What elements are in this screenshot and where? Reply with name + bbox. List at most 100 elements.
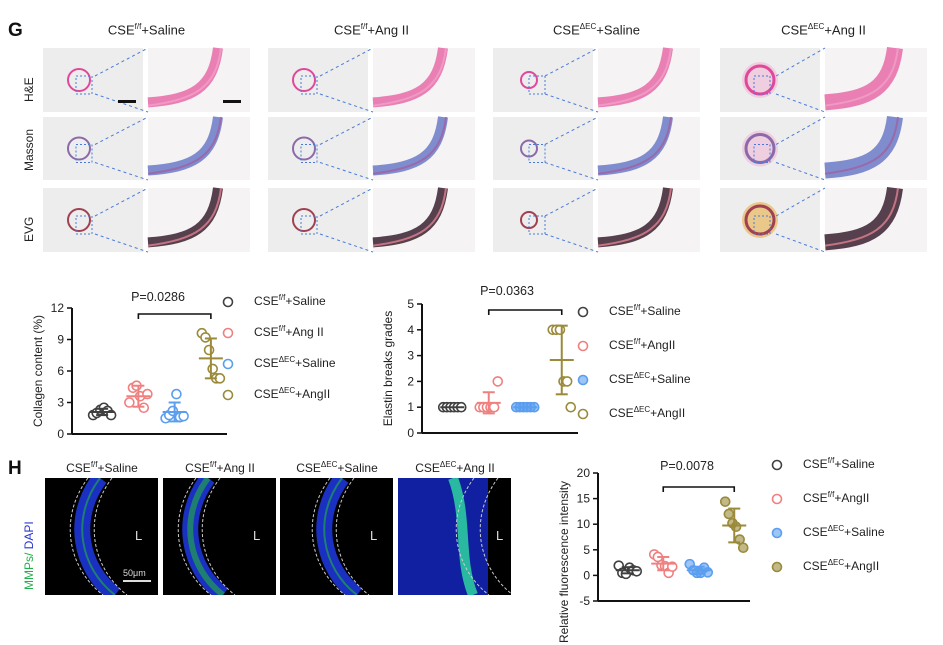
label-rest: +AngII <box>650 406 686 420</box>
label-base: CSE <box>334 22 361 38</box>
label-sup: ΔEC <box>827 558 845 567</box>
label-sup: ΔEC <box>633 371 651 380</box>
data-point <box>631 566 643 577</box>
zoom-line <box>94 47 149 77</box>
legend-marker <box>222 389 234 401</box>
data-point <box>561 376 573 387</box>
label-base: CSE <box>415 461 440 475</box>
legend-label: CSEf/f+Ang II <box>254 324 324 339</box>
label-rest: +Saline <box>844 525 885 539</box>
data-point <box>134 390 146 402</box>
data-point <box>656 559 667 571</box>
vessel-layer <box>372 187 447 247</box>
label-base: CSE <box>609 372 634 386</box>
label-sup: f/f <box>827 490 835 499</box>
data-point <box>481 401 493 413</box>
legend-label: CSEΔEC+Saline <box>254 355 336 370</box>
label-sup: ΔEC <box>807 22 825 31</box>
label-rest: +Saline <box>834 457 875 471</box>
micrograph-pair <box>493 187 700 253</box>
label-base: CSE <box>254 294 279 308</box>
y-tick-label: 5 <box>583 543 590 557</box>
vessel-layer <box>372 47 447 107</box>
micrograph-pair <box>493 116 700 181</box>
data-point <box>547 324 559 336</box>
legend-label: CSEΔEC+AngII <box>609 405 685 420</box>
vessel-layer <box>597 47 672 107</box>
micrograph-pair <box>720 115 927 181</box>
significance-bracket <box>137 313 212 319</box>
zoom-box <box>528 75 546 95</box>
p-value-collagen: P=0.0286 <box>131 290 185 304</box>
zoom-line <box>544 187 599 217</box>
column-title: CSEf/f+Saline <box>43 22 250 37</box>
tissue-boundary <box>311 478 346 595</box>
data-point <box>624 562 635 574</box>
zoom-box <box>528 215 546 235</box>
data-point <box>702 567 714 578</box>
row-label: H&E <box>22 77 36 102</box>
zoom-line <box>94 116 149 145</box>
column-title: CSEΔEC+Saline <box>275 460 399 475</box>
label-rest: +Saline <box>97 461 138 475</box>
data-point <box>719 496 731 507</box>
zoom-box <box>753 215 771 235</box>
label-base: CSE <box>609 406 634 420</box>
y-tick-label: 2 <box>407 374 414 388</box>
data-point <box>528 401 540 413</box>
data-point <box>138 402 150 414</box>
data-point <box>445 401 456 413</box>
vessel-ring <box>67 208 91 232</box>
y-tick-label: 15 <box>577 492 591 506</box>
data-point <box>437 401 449 413</box>
label-rest: +AngII <box>295 387 331 401</box>
label-rest: +Saline <box>650 372 691 386</box>
legend-marker <box>577 306 589 318</box>
vessel-wall <box>824 115 903 179</box>
data-point <box>617 567 628 579</box>
low-mag-image <box>493 48 593 112</box>
data-point <box>620 568 632 580</box>
label-sup: ΔEC <box>320 460 338 469</box>
data-point <box>518 401 529 413</box>
vessel-wall <box>824 186 903 251</box>
significance-bracket <box>487 309 563 315</box>
data-point <box>167 405 179 417</box>
data-point <box>688 564 699 576</box>
fluorescence-image: L 50μm <box>45 478 158 595</box>
label-base: CSE <box>107 22 135 38</box>
zoom-box <box>75 215 93 235</box>
scale-bar <box>123 580 151 582</box>
lumen-label: L <box>253 528 260 543</box>
low-mag-image <box>43 188 143 252</box>
label-base: CSE <box>254 387 279 401</box>
legend-label: CSEf/f+AngII <box>803 490 869 505</box>
vessel-wall <box>597 47 673 108</box>
data-point <box>684 558 696 570</box>
micrograph-pair <box>720 186 927 253</box>
label-rest: +AngII <box>640 338 676 352</box>
y-axis-label: Elastin breaks grades <box>381 311 395 426</box>
mmps-label: MMPs/ <box>22 552 36 590</box>
y-tick-label: 9 <box>57 333 64 347</box>
legend-label: CSEf/f+AngII <box>609 337 675 352</box>
data-point <box>521 401 533 413</box>
p-value-fluorescence: P=0.0078 <box>660 459 714 473</box>
lumen-label: L <box>496 528 503 543</box>
y-tick-label: 10 <box>577 517 591 531</box>
fluorescence-image: L <box>163 478 276 595</box>
label-sup: f/f <box>633 303 641 312</box>
zoom-box <box>300 215 318 235</box>
data-point <box>695 567 706 579</box>
label-base: CSE <box>609 338 634 352</box>
legend-marker <box>577 374 589 386</box>
tissue-boundary <box>177 478 212 595</box>
y-tick-label: 20 <box>577 466 591 480</box>
vessel-layer <box>147 116 222 175</box>
tissue-boundary <box>201 478 236 595</box>
micrograph-pair <box>43 47 250 113</box>
data-point <box>691 567 703 579</box>
zoom-line <box>544 116 599 145</box>
label-rest: +AngII <box>844 559 880 573</box>
